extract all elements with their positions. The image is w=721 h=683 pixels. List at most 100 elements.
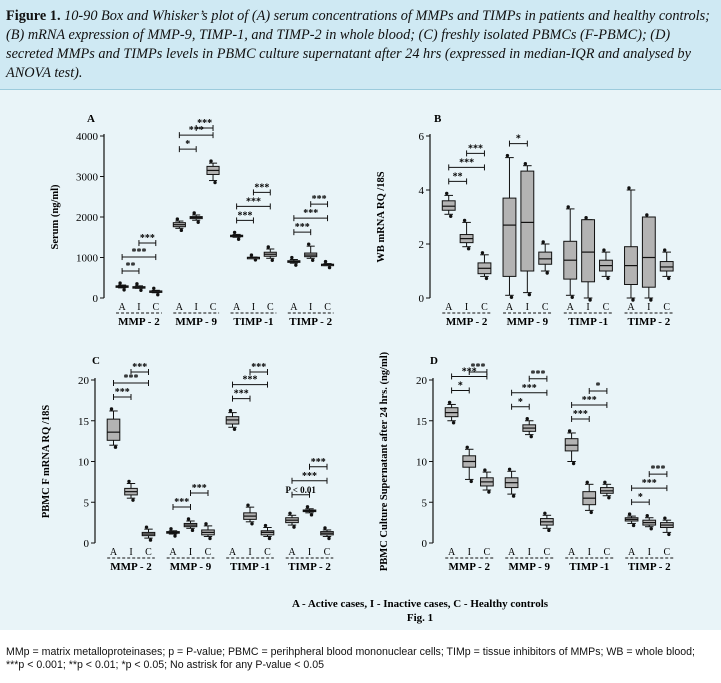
outlier-point	[109, 407, 114, 411]
significance-label: ***	[302, 471, 317, 482]
significance-label: ***	[573, 409, 588, 420]
outlier-point	[480, 251, 485, 255]
outlier-point	[323, 526, 327, 530]
outlier-point	[645, 213, 649, 217]
outlier-point	[447, 400, 452, 405]
significance-label: ***	[124, 373, 139, 384]
box-plot-figure: A - Active cases, I - Inactive cases, C …	[41, 113, 674, 624]
outlier-point	[306, 242, 311, 246]
box-group: A I C TIMP - 2 *** *** ***	[287, 194, 335, 328]
outlier-point	[310, 258, 315, 263]
significance-label: ***	[140, 233, 155, 244]
outlier-point	[529, 434, 533, 439]
outlier-point	[588, 298, 592, 302]
outlier-point	[483, 468, 487, 472]
significance-label: ***	[311, 457, 326, 468]
y-tick-label: 10	[78, 457, 90, 469]
group-letter: A	[506, 302, 514, 313]
panel-letter: B	[434, 113, 442, 125]
group-name: TIMP -1	[568, 316, 608, 328]
outlier-point	[173, 534, 177, 538]
outlier-point	[667, 532, 671, 537]
group-letter: C	[264, 547, 271, 558]
outlier-point	[589, 510, 593, 515]
group-letter: I	[526, 302, 529, 313]
group-letter: I	[648, 547, 651, 558]
figure-footnote: MMp = matrix metalloproteinases; p = P-v…	[0, 630, 721, 683]
outlier-point	[509, 295, 514, 299]
significance-label: ***	[651, 464, 666, 475]
outlier-point	[649, 527, 653, 531]
y-tick-label: 0	[419, 293, 425, 305]
outlier-point	[627, 186, 631, 190]
outlier-point	[253, 258, 258, 262]
group-letter: A	[290, 302, 298, 313]
outlier-point	[445, 191, 449, 196]
box	[538, 251, 553, 265]
outlier-point	[541, 240, 545, 244]
outlier-point	[607, 496, 611, 500]
group-letter: C	[664, 547, 671, 558]
group-letter: A	[110, 547, 118, 558]
outlier-point	[249, 253, 254, 257]
group-letter: A	[233, 302, 241, 313]
outlier-point	[466, 247, 471, 251]
group-name: MMP - 9	[170, 561, 212, 573]
group-name: MMP - 9	[507, 316, 549, 328]
group-letter: I	[195, 302, 198, 313]
group-letter: C	[542, 302, 549, 313]
outlier-point	[175, 217, 180, 221]
group-letter: I	[308, 547, 311, 558]
group-name: TIMP -1	[233, 316, 273, 328]
outlier-point	[525, 417, 529, 421]
group-letter: I	[586, 302, 589, 313]
y-tick-label: 20	[416, 375, 428, 387]
outlier-point	[246, 503, 250, 507]
group-letter: C	[267, 302, 274, 313]
outlier-point	[545, 271, 549, 275]
outlier-point	[118, 281, 122, 285]
group-letter: I	[588, 547, 591, 558]
group-name: MMP - 2	[118, 316, 160, 328]
group-letter: A	[176, 302, 184, 313]
outlier-point	[131, 498, 135, 502]
panel-letter: A	[87, 113, 95, 125]
outlier-point	[567, 429, 572, 433]
outlier-point	[523, 162, 528, 166]
significance-label: ***	[238, 210, 253, 221]
outlier-point	[570, 295, 574, 299]
significance-label: *	[458, 380, 463, 391]
outlier-point	[135, 282, 139, 286]
group-letter: A	[118, 302, 126, 313]
group-letter: I	[252, 302, 255, 313]
y-tick-label: 0	[93, 293, 99, 305]
significance-label: *	[518, 397, 523, 408]
outlier-point	[631, 298, 635, 302]
group-letter: C	[152, 302, 159, 313]
panel-d: D PBMC Culture Supernatant after 24 hrs. …	[379, 351, 674, 573]
group-name: TIMP -1	[569, 561, 609, 573]
group-letter: A	[508, 547, 516, 558]
outlier-point	[113, 445, 118, 449]
outlier-point	[232, 230, 237, 235]
outlier-point	[290, 255, 294, 260]
box-group: A I C TIMP -1	[563, 205, 613, 328]
outlier-point	[469, 479, 473, 484]
outlier-point	[449, 214, 453, 218]
outlier-point	[236, 237, 241, 241]
outlier-point	[204, 522, 208, 526]
significance-label: ***	[582, 395, 597, 406]
panel-letter: C	[92, 355, 100, 367]
group-letter: A	[567, 302, 575, 313]
significance-label: *	[185, 139, 190, 150]
outlier-point	[627, 512, 632, 516]
significance-label: ***	[174, 497, 189, 508]
outlier-point	[571, 461, 576, 466]
group-letter: A	[169, 547, 177, 558]
outlier-point	[566, 205, 570, 209]
outlier-point	[270, 258, 274, 263]
y-tick-label: 0	[422, 538, 428, 550]
